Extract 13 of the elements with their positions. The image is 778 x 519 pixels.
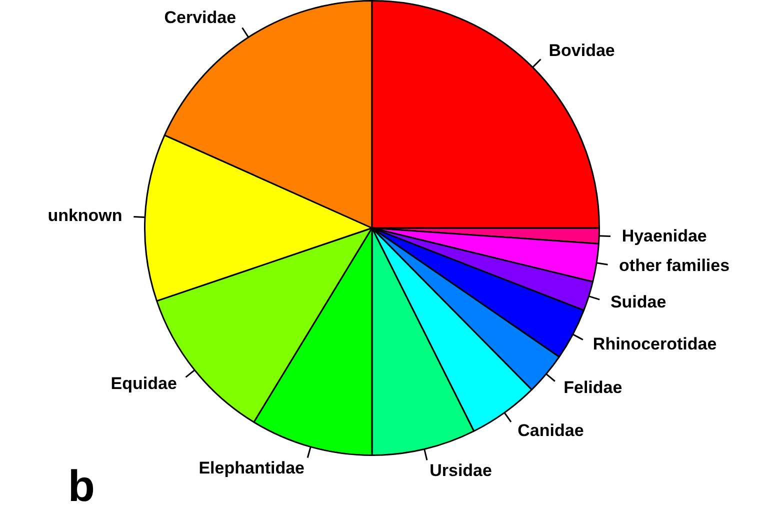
- slice-label: Cervidae: [164, 8, 236, 27]
- slice-label: other families: [619, 256, 730, 276]
- slice-label: Rhinocerotidae: [592, 334, 717, 354]
- slice-label: Bovidae: [548, 40, 615, 60]
- slice-label: unknown: [48, 206, 122, 225]
- slice-label: Suidae: [610, 292, 666, 312]
- slice-label: Felidae: [564, 378, 622, 398]
- slice-label: Elephantidae: [198, 458, 305, 478]
- text: b: [68, 462, 95, 512]
- slice-label: Ursidae: [430, 460, 492, 480]
- slice-label: Canidae: [518, 420, 584, 440]
- slice-label: Hyaenidae: [622, 226, 707, 246]
- slice-label: Equidae: [110, 374, 177, 393]
